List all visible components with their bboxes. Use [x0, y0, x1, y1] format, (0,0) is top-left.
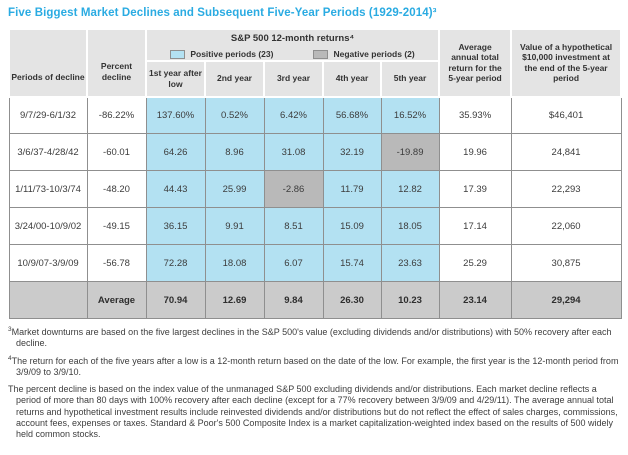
percent-cell: -48.20	[86, 170, 147, 208]
year2-cell: 25.99	[204, 170, 265, 208]
footnote-disclaimer-text: The percent decline is based on the inde…	[8, 384, 618, 439]
table-body: 9/7/29-6/1/32 -86.22% 137.60% 0.52% 6.42…	[8, 96, 622, 319]
header-average-return: Average annual total return for the 5-ye…	[438, 28, 513, 98]
table-row: 9/7/29-6/1/32 -86.22% 137.60% 0.52% 6.42…	[8, 96, 622, 134]
year1-average-cell: 70.94	[145, 281, 206, 319]
footnotes: 3Market downturns are based on the five …	[8, 326, 620, 440]
period-cell: 3/6/37-4/28/42	[8, 133, 88, 171]
value-cell: 24,841	[510, 133, 622, 171]
year4-cell: 32.19	[322, 133, 382, 171]
value-average-cell: 29,294	[510, 281, 622, 319]
year4-cell: 11.79	[322, 170, 382, 208]
year4-cell: 15.09	[322, 207, 382, 245]
legend-positive: Positive periods (23)	[170, 48, 274, 59]
year4-average-cell: 26.30	[322, 281, 382, 319]
table-row: 3/6/37-4/28/42 -60.01 64.26 8.96 31.08 3…	[8, 133, 622, 171]
period-cell: 9/7/29-6/1/32	[8, 96, 88, 134]
percent-cell: -60.01	[86, 133, 147, 171]
avg-return-cell: 17.14	[438, 207, 512, 245]
year1-cell: 72.28	[145, 244, 206, 282]
avg-return-cell: 19.96	[438, 133, 512, 171]
year4-cell: 15.74	[322, 244, 382, 282]
footnote-disclaimer: The percent decline is based on the inde…	[8, 384, 620, 440]
year1-cell: 44.43	[145, 170, 206, 208]
value-cell: $46,401	[510, 96, 622, 134]
table-row: 1/11/73-10/3/74 -48.20 44.43 25.99 -2.86…	[8, 170, 622, 208]
avg-return-cell: 35.93%	[438, 96, 512, 134]
avg-return-cell: 25.29	[438, 244, 512, 282]
positive-swatch-icon	[170, 49, 186, 59]
percent-cell: -49.15	[86, 207, 147, 245]
footnote-3: 3Market downturns are based on the five …	[8, 326, 620, 350]
legend-negative-label: Negative periods (2)	[333, 48, 415, 59]
year1-cell: 36.15	[145, 207, 206, 245]
year2-cell: 8.96	[204, 133, 265, 171]
header-year3: 3rd year	[263, 59, 324, 98]
year3-cell: 8.51	[263, 207, 324, 245]
header-periods-of-decline: Periods of decline	[8, 28, 88, 98]
declines-table: Periods of decline Percent decline S&P 5…	[8, 28, 623, 319]
table-header: Periods of decline Percent decline S&P 5…	[8, 28, 623, 98]
page: Five Biggest Market Declines and Subsequ…	[8, 7, 623, 440]
group-title: S&P 500 12-month returns⁴	[230, 33, 355, 44]
value-cell: 22,060	[510, 207, 622, 245]
footnote-3-superscript: 3	[8, 326, 12, 333]
year5-cell-negative: -19.89	[380, 133, 440, 171]
footnote-4-text: The return for each of the five years af…	[11, 355, 619, 377]
year4-cell: 56.68%	[322, 96, 382, 134]
header-hypothetical-value: Value of a hypothetical $10,000 investme…	[510, 28, 623, 98]
table-row: 10/9/07-3/9/09 -56.78 72.28 18.08 6.07 1…	[8, 244, 622, 282]
header-percent-decline: Percent decline	[86, 28, 147, 98]
avg-return-cell: 17.39	[438, 170, 512, 208]
year5-cell: 12.82	[380, 170, 440, 208]
header-year2: 2nd year	[204, 59, 265, 98]
year5-cell: 16.52%	[380, 96, 440, 134]
year3-cell: 6.07	[263, 244, 324, 282]
legend-negative: Negative periods (2)	[313, 48, 415, 59]
period-cell: 1/11/73-10/3/74	[8, 170, 88, 208]
period-cell: 10/9/07-3/9/09	[8, 244, 88, 282]
average-label-cell: Average	[86, 281, 147, 319]
footnote-3-text: Market downturns are based on the five l…	[11, 327, 612, 349]
year3-cell: 31.08	[263, 133, 324, 171]
year2-average-cell: 12.69	[204, 281, 265, 319]
header-year1: 1st year after low	[145, 59, 206, 98]
year2-cell: 0.52%	[204, 96, 265, 134]
footnote-4-superscript: 4	[8, 354, 12, 362]
year1-cell: 64.26	[145, 133, 206, 171]
year2-cell: 18.08	[204, 244, 265, 282]
percent-cell: -56.78	[86, 244, 147, 282]
page-title: Five Biggest Market Declines and Subsequ…	[8, 7, 437, 19]
percent-cell: -86.22%	[86, 96, 147, 134]
value-cell: 22,293	[510, 170, 622, 208]
legend: Positive periods (23) Negative periods (…	[148, 48, 437, 59]
year5-cell: 23.63	[380, 244, 440, 282]
table-row: 3/24/00-10/9/02 -49.15 36.15 9.91 8.51 1…	[8, 207, 622, 245]
header-year5: 5th year	[379, 59, 441, 98]
year3-cell: 6.42%	[263, 96, 324, 134]
period-cell: 3/24/00-10/9/02	[8, 207, 88, 245]
header-sp500-group: S&P 500 12-month returns⁴ Positive perio…	[144, 28, 441, 62]
year5-average-cell: 10.23	[380, 281, 440, 319]
year1-cell: 137.60%	[145, 96, 206, 134]
header-year4: 4th year	[322, 59, 382, 98]
value-cell: 30,875	[510, 244, 622, 282]
year2-cell: 9.91	[204, 207, 265, 245]
footnote-4: 4The return for each of the five years a…	[8, 354, 620, 379]
legend-positive-label: Positive periods (23)	[190, 48, 274, 59]
year3-cell-negative: -2.86	[263, 170, 324, 208]
average-empty-cell	[8, 281, 88, 319]
average-row: Average 70.94 12.69 9.84 26.30 10.23 23.…	[8, 281, 622, 319]
avg-return-average-cell: 23.14	[438, 281, 512, 319]
year3-average-cell: 9.84	[263, 281, 324, 319]
year5-cell: 18.05	[380, 207, 440, 245]
negative-swatch-icon	[313, 49, 329, 59]
